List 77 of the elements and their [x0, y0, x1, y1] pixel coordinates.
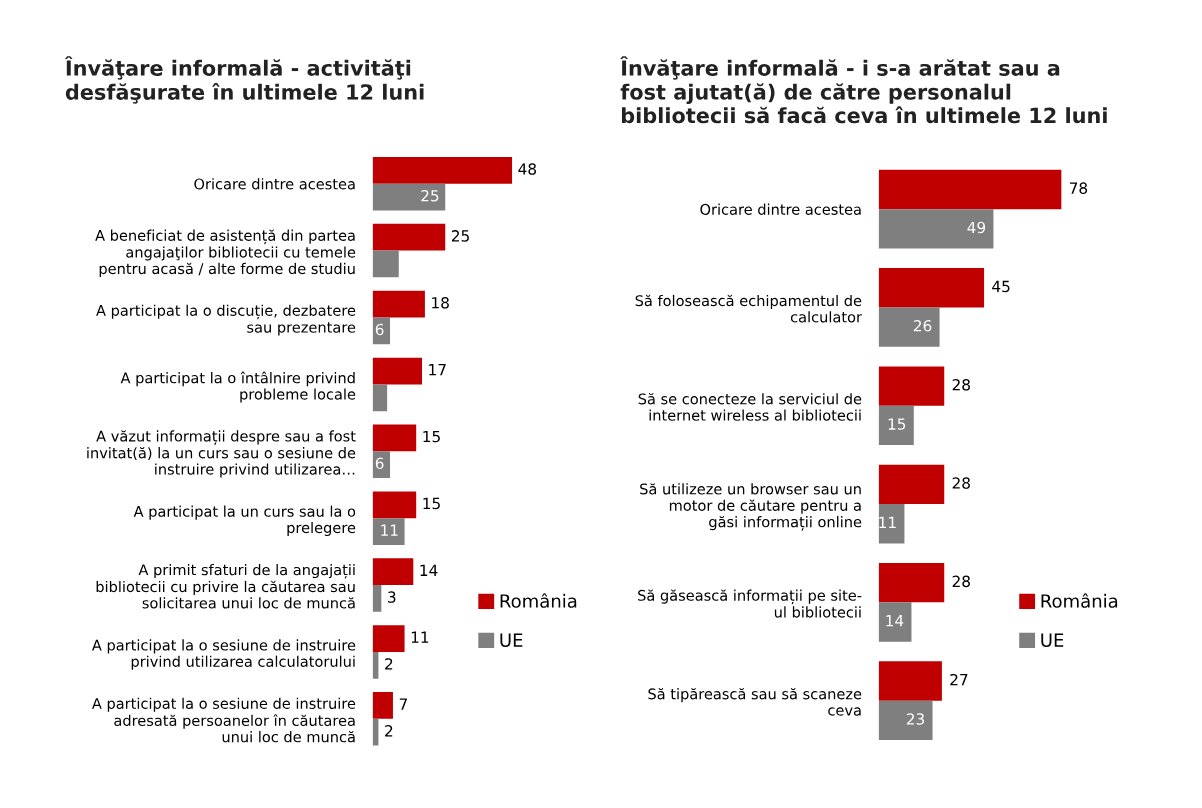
bar — [372, 183, 446, 211]
bar — [878, 504, 905, 544]
bar — [372, 156, 513, 184]
data-label: 14 — [420, 564, 438, 576]
data-label: 11 — [411, 631, 429, 643]
data-label: 49 — [967, 221, 986, 234]
y-tick-label: A participat la o discuție, dezbatere sau prezentare — [96, 304, 356, 336]
data-label: 6 — [375, 323, 384, 336]
y-tick-label: A participat la un curs sau la o prelegere — [133, 505, 356, 536]
bar — [372, 290, 425, 318]
y-tick-label: Să folosească echipamentul de calculator — [635, 294, 862, 323]
bar — [878, 209, 994, 249]
bar — [372, 558, 414, 586]
data-label: 14 — [886, 615, 904, 627]
data-label: 11 — [381, 524, 398, 536]
data-label: 18 — [432, 297, 449, 309]
y-tick-label: Oricare dintre acestea — [700, 203, 861, 215]
data-label: 28 — [952, 477, 970, 489]
bar — [372, 424, 417, 452]
y-tick-label: A participat la o întâlnire privind probleme locale — [120, 371, 356, 403]
data-label: 26 — [913, 319, 932, 332]
y-tick-label: A văzut informații despre sau a fost invitat(ă) la un curs sau o sesiune de instruire privind utilizarea… — [87, 430, 356, 478]
y-tick-label: Să utilizeze un browser sau un motor de căutare pentru a găsi informații online — [640, 483, 862, 531]
data-label: 48 — [518, 163, 537, 175]
y-tick-label: Oricare dintre acestea — [194, 178, 355, 190]
bar — [878, 563, 945, 603]
bar — [878, 268, 985, 308]
legend-label: România — [500, 593, 577, 608]
bar — [878, 307, 940, 347]
data-label: 17 — [429, 364, 446, 376]
chart-title: Învăţare informală - i s-a arătat sau a fost ajutat(ă) de către personalul bibliotecii să facă ceva în ultimele 12 luni — [620, 56, 1107, 124]
data-label: 78 — [1069, 182, 1088, 194]
data-label: 15 — [888, 418, 906, 430]
bar — [878, 405, 914, 446]
data-label: 27 — [950, 673, 968, 686]
bar — [372, 491, 417, 519]
bar — [878, 169, 1062, 210]
y-tick-label: Să tipărească sau să scaneze ceva — [648, 688, 862, 716]
bar — [372, 451, 391, 479]
chart-title: Învăţare informală - activităţi desfăşurate în ultimele 12 luni — [64, 56, 424, 104]
bar — [372, 625, 405, 652]
data-label: 3 — [388, 591, 396, 603]
bar — [878, 661, 942, 701]
data-label: 11 — [879, 516, 896, 528]
bar — [372, 223, 446, 251]
y-tick-label: A participat la o sesiune de instruire adresată persoanelor în căutarea unui loc de muncă — [91, 697, 356, 743]
data-label: 15 — [423, 430, 440, 443]
y-tick-label: A participat la o sesiune de instruire privind utilizarea calculatorului — [91, 639, 356, 670]
bar — [372, 250, 399, 278]
data-label: 7 — [399, 698, 407, 710]
bar — [372, 317, 391, 345]
data-label: 23 — [906, 713, 924, 725]
bar — [372, 518, 405, 545]
data-label: 28 — [952, 575, 970, 588]
legend-label: România — [1041, 593, 1118, 608]
data-label: 45 — [992, 280, 1010, 293]
y-tick-label: Să se conecteze la serviciul de internet wireless al bibliotecii — [638, 393, 862, 421]
data-label: 2 — [385, 725, 393, 737]
bar — [878, 464, 945, 505]
bar — [372, 585, 382, 612]
data-label: 25 — [451, 230, 469, 242]
bar — [878, 700, 933, 740]
y-tick-label: Să găsească informații pe site- ul bibliotecii — [638, 589, 862, 618]
data-label: 6 — [375, 457, 384, 470]
bar — [372, 692, 393, 719]
legend-label: UE — [500, 633, 523, 647]
bar — [372, 357, 422, 385]
data-label: 2 — [385, 658, 393, 670]
legend-label: UE — [1041, 633, 1064, 647]
y-tick-label: A beneficiat de asistență din partea angajaţilor bibliotecii cu temele pentru acasă / alte forme de studiu — [95, 229, 356, 277]
bar — [372, 384, 388, 412]
data-label: 15 — [423, 497, 440, 510]
bar — [878, 602, 912, 642]
y-tick-label: A primit sfaturi de la angajații bibliotecii cu privire la căutarea sau solicitarea unui loc de muncă — [96, 563, 355, 609]
data-label: 28 — [952, 378, 970, 391]
data-label: 25 — [421, 189, 439, 202]
bar — [878, 366, 945, 406]
